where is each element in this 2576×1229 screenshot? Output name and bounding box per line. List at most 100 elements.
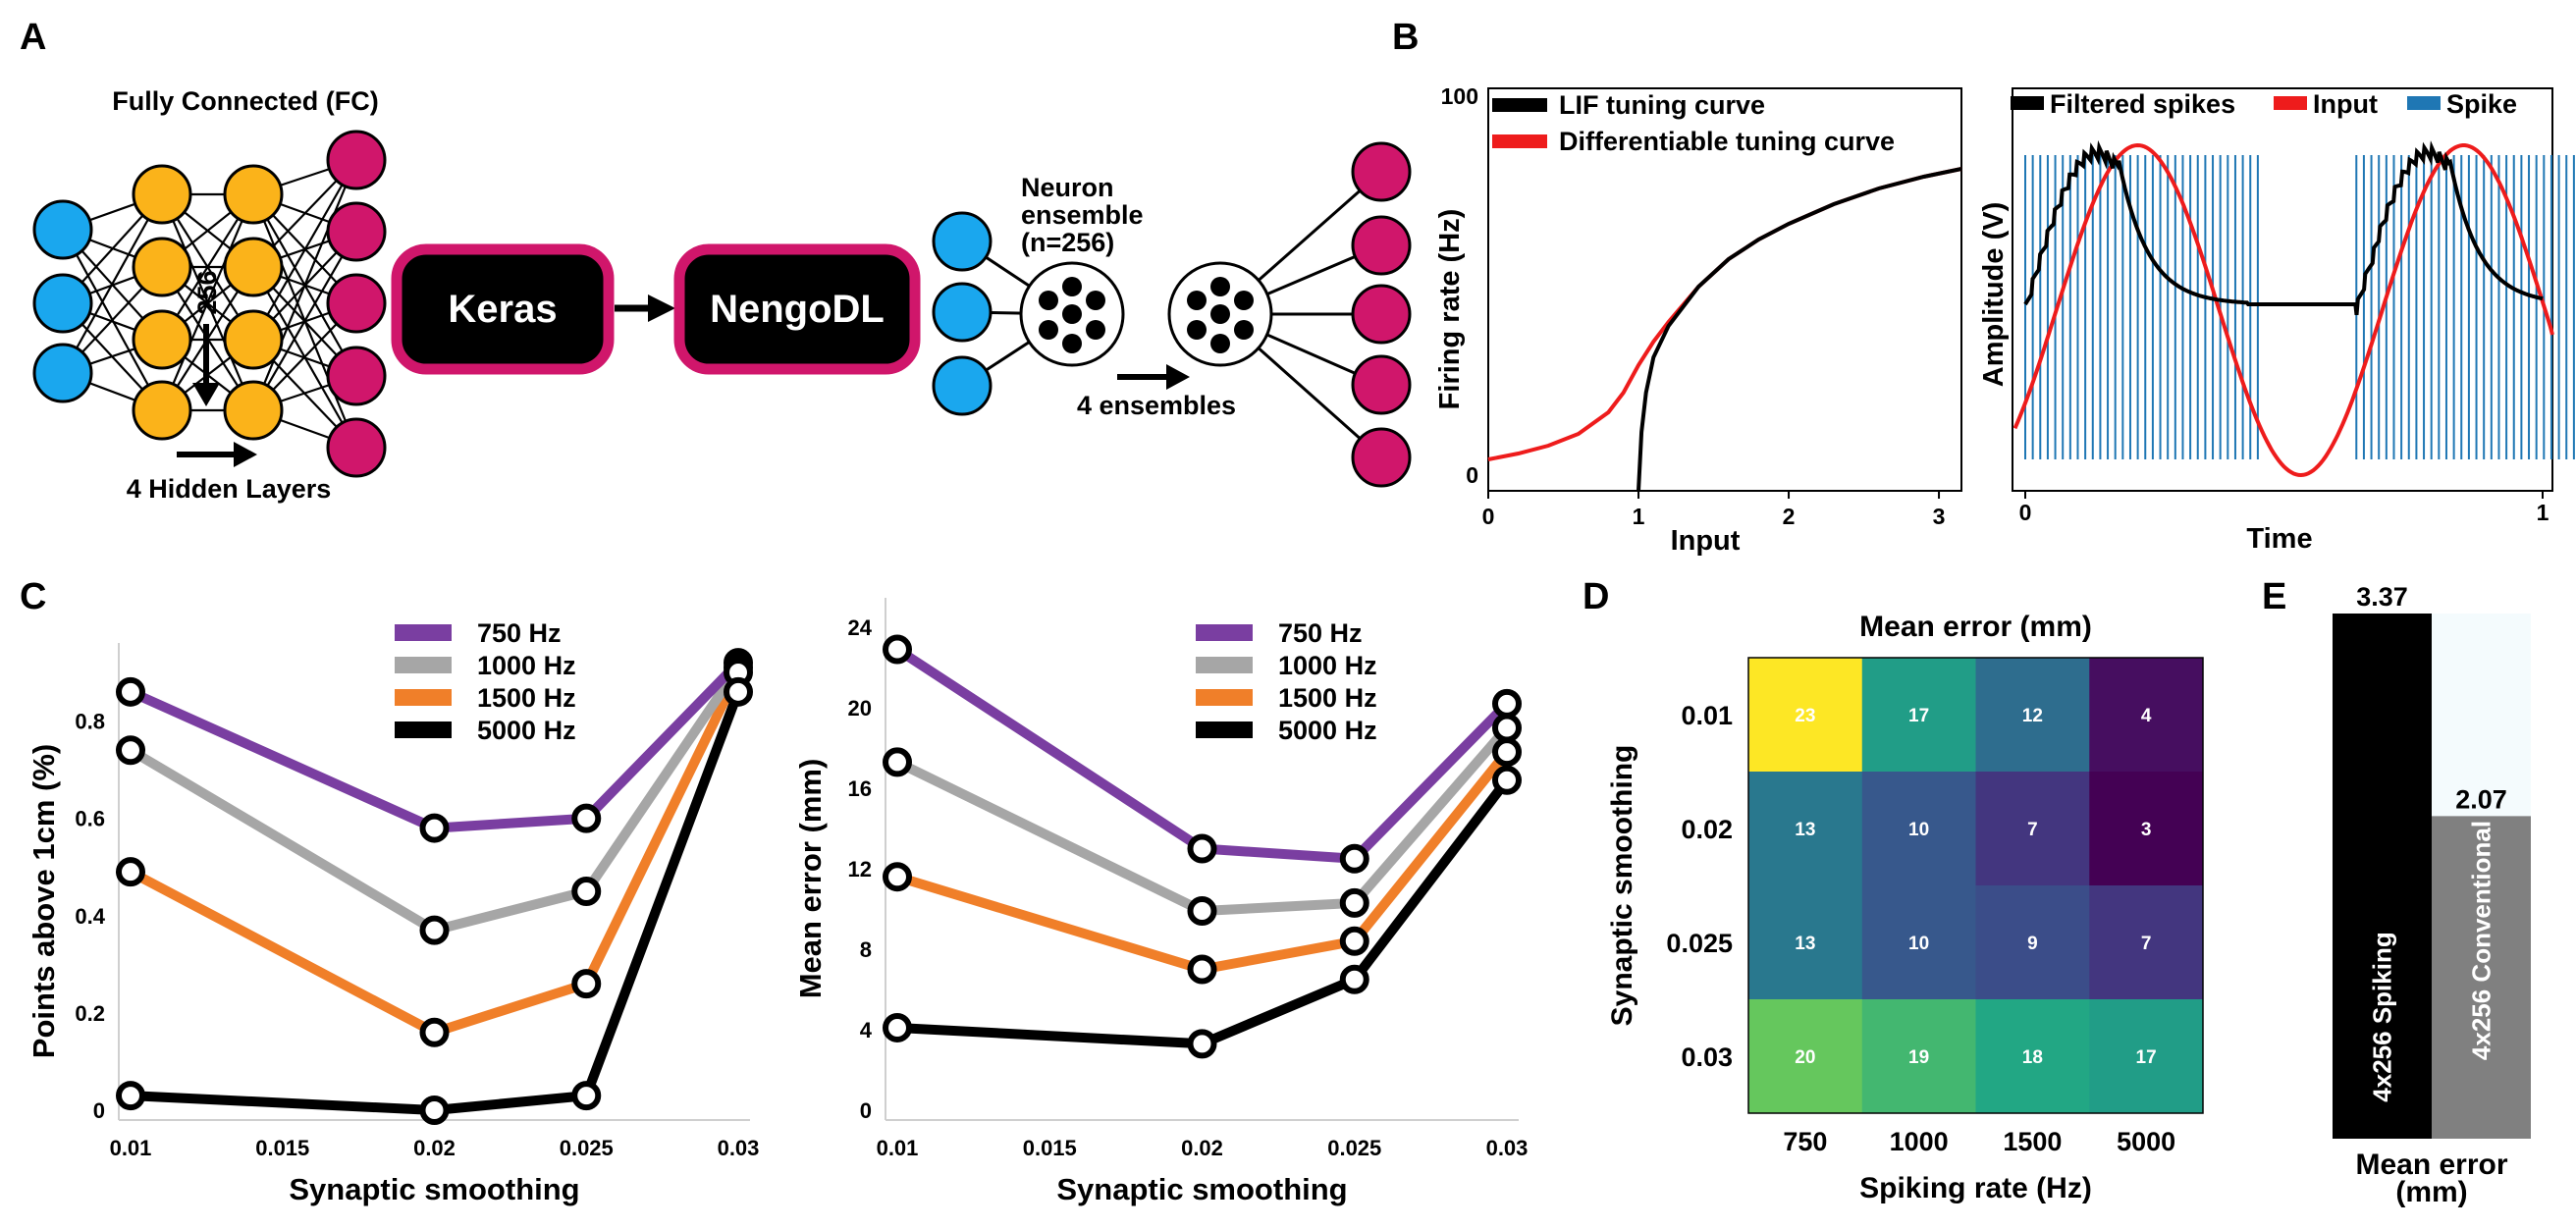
legend-swatch [2274, 96, 2307, 110]
ensemble-output-neuron [1351, 427, 1412, 488]
x-tick-label: 0.025 [1327, 1136, 1381, 1160]
plot-frame [1487, 87, 1962, 492]
ensemble-neuron-dot [1062, 277, 1082, 296]
legend-swatch [1492, 98, 1547, 112]
heatmap-cell [1975, 658, 2090, 773]
heatmap-cell [1748, 772, 1863, 886]
x-axis-label: Time [2246, 523, 2312, 555]
heatmap-cell [1861, 999, 1976, 1114]
fc-connection [251, 159, 358, 411]
y-tick-label: 0.4 [75, 904, 105, 929]
heatmap-cell [2089, 885, 2204, 1000]
hidden-neuron [223, 237, 284, 297]
x-tick-label: 0.015 [255, 1136, 309, 1160]
series-line-5000-hz [130, 690, 743, 1115]
heatmap-cell [2089, 658, 2204, 773]
y-axis-label: Amplitude (V) [1978, 202, 2010, 388]
x-axis-label: Input [1671, 525, 1741, 557]
x-tick-label: 0.025 [560, 1136, 614, 1160]
x-tick-label: 750 [1783, 1127, 1827, 1156]
data-point [419, 1017, 450, 1047]
x-tick-label: 5000 [2117, 1127, 2175, 1156]
data-point [1187, 896, 1217, 927]
legend-label: 1000 Hz [1278, 651, 1377, 680]
data-point [571, 877, 602, 906]
x-axis-label: Synaptic smoothing [289, 1172, 579, 1206]
series-line-1500-hz [128, 669, 743, 1038]
data-point [419, 813, 450, 843]
x-axis-label-line-2: (mm) [2395, 1176, 2467, 1208]
series-line-1000-hz [128, 665, 743, 935]
fc-title: Fully Connected (FC) [112, 86, 379, 116]
nengodl-box [673, 243, 921, 375]
legend-swatch [395, 721, 452, 738]
heatmap-cell-label: 17 [2136, 1047, 2157, 1068]
series-line-1500-hz [895, 748, 1511, 975]
y-tick-label: 0 [860, 1098, 872, 1123]
y-tick-label: 0 [1466, 462, 1478, 488]
heatmap-title: Mean error (mm) [1859, 611, 2092, 643]
x-tick-label: 0 [1482, 504, 1495, 529]
ensemble-title-line-1: Neuron [1021, 173, 1114, 202]
heatmap-cell [1975, 999, 2090, 1114]
ensemble-neuron-dot [1234, 291, 1254, 310]
layer-size-arrow-head [192, 383, 220, 406]
heatmap-cell [2089, 772, 2204, 886]
heatmap-frame [1747, 657, 2204, 1114]
ensemble-neuron-dot [1210, 277, 1230, 296]
legend-label: LIF tuning curve [1559, 90, 1765, 120]
hidden-neuron [132, 237, 192, 297]
heatmap-cell [1748, 885, 1863, 1000]
data-point [1492, 713, 1522, 743]
heatmap-cell [1861, 772, 1976, 886]
data-point [883, 862, 912, 892]
series-line-lif-tuning-curve [1637, 167, 1962, 492]
data-point [1492, 737, 1522, 768]
panel-label-e: E [2262, 576, 2286, 617]
ensemble-input-neuron [932, 282, 993, 343]
x-tick-label: 1000 [1890, 1127, 1949, 1156]
x-tick-label: 1500 [2003, 1127, 2062, 1156]
network-diagram: Fully Connected (FC) 256 4 Hidden Layers… [32, 86, 1412, 504]
data-point [1492, 688, 1522, 719]
heatmap-cell-label: 13 [1795, 820, 1815, 840]
panel-label-b: B [1392, 17, 1419, 58]
fc-connection [62, 193, 163, 374]
x-tick-label: 3 [1933, 504, 1946, 529]
keras-label: Keras [448, 288, 557, 331]
heatmap-cell-label: 12 [2022, 706, 2043, 726]
data-point [571, 1081, 602, 1111]
y-axis-label: Mean error (mm) [793, 759, 828, 999]
legend-label: 1500 Hz [477, 683, 576, 713]
data-point [883, 1012, 912, 1042]
legend-swatch [1196, 657, 1253, 673]
legend-label: 5000 Hz [1278, 716, 1377, 745]
y-tick-label: 0.2 [75, 1001, 105, 1026]
fc-connection [252, 159, 357, 341]
mean-error-heatmap: 23 17 12 4 13 10 7 3 13 10 9 7 20 19 18 17 750 1000 1500 50… [1606, 611, 2204, 1204]
ensemble-neuron-dot [1210, 304, 1230, 324]
legend-swatch [1196, 624, 1253, 641]
data-point [724, 676, 753, 707]
series-line-750-hz [128, 659, 742, 833]
heatmap-cell [1975, 772, 2090, 886]
ensemble-neuron-dot [1039, 320, 1058, 340]
fc-connection [160, 193, 255, 411]
fc-nodes [32, 130, 1412, 488]
x-tick-label: 0.02 [1181, 1136, 1223, 1160]
ensemble-output-neuron [1351, 215, 1412, 276]
y-tick-label: 0.03 [1681, 1042, 1733, 1072]
output-neuron [326, 201, 387, 262]
legend-label: 1500 Hz [1278, 683, 1377, 713]
ensemble-neuron-dot [1210, 334, 1230, 353]
points-above-chart: 0.01 0.015 0.02 0.025 0.03 0 0.2 0.4 0.6 0.8 750 H… [27, 618, 759, 1206]
data-point [116, 676, 145, 707]
heatmap-cell [1861, 658, 1976, 773]
input-neuron [32, 273, 93, 334]
data-point [116, 1081, 145, 1111]
legend-swatch [395, 657, 452, 673]
y-tick-label: 0.01 [1681, 701, 1733, 730]
tuning-curve-chart: 0 1 2 3 0 100 Input Firing rate (Hz) LIF tuning … [1434, 83, 1962, 557]
y-axis-label: Firing rate (Hz) [1434, 209, 1466, 410]
x-axis-label: Mean error (mm) [2355, 1149, 2507, 1208]
